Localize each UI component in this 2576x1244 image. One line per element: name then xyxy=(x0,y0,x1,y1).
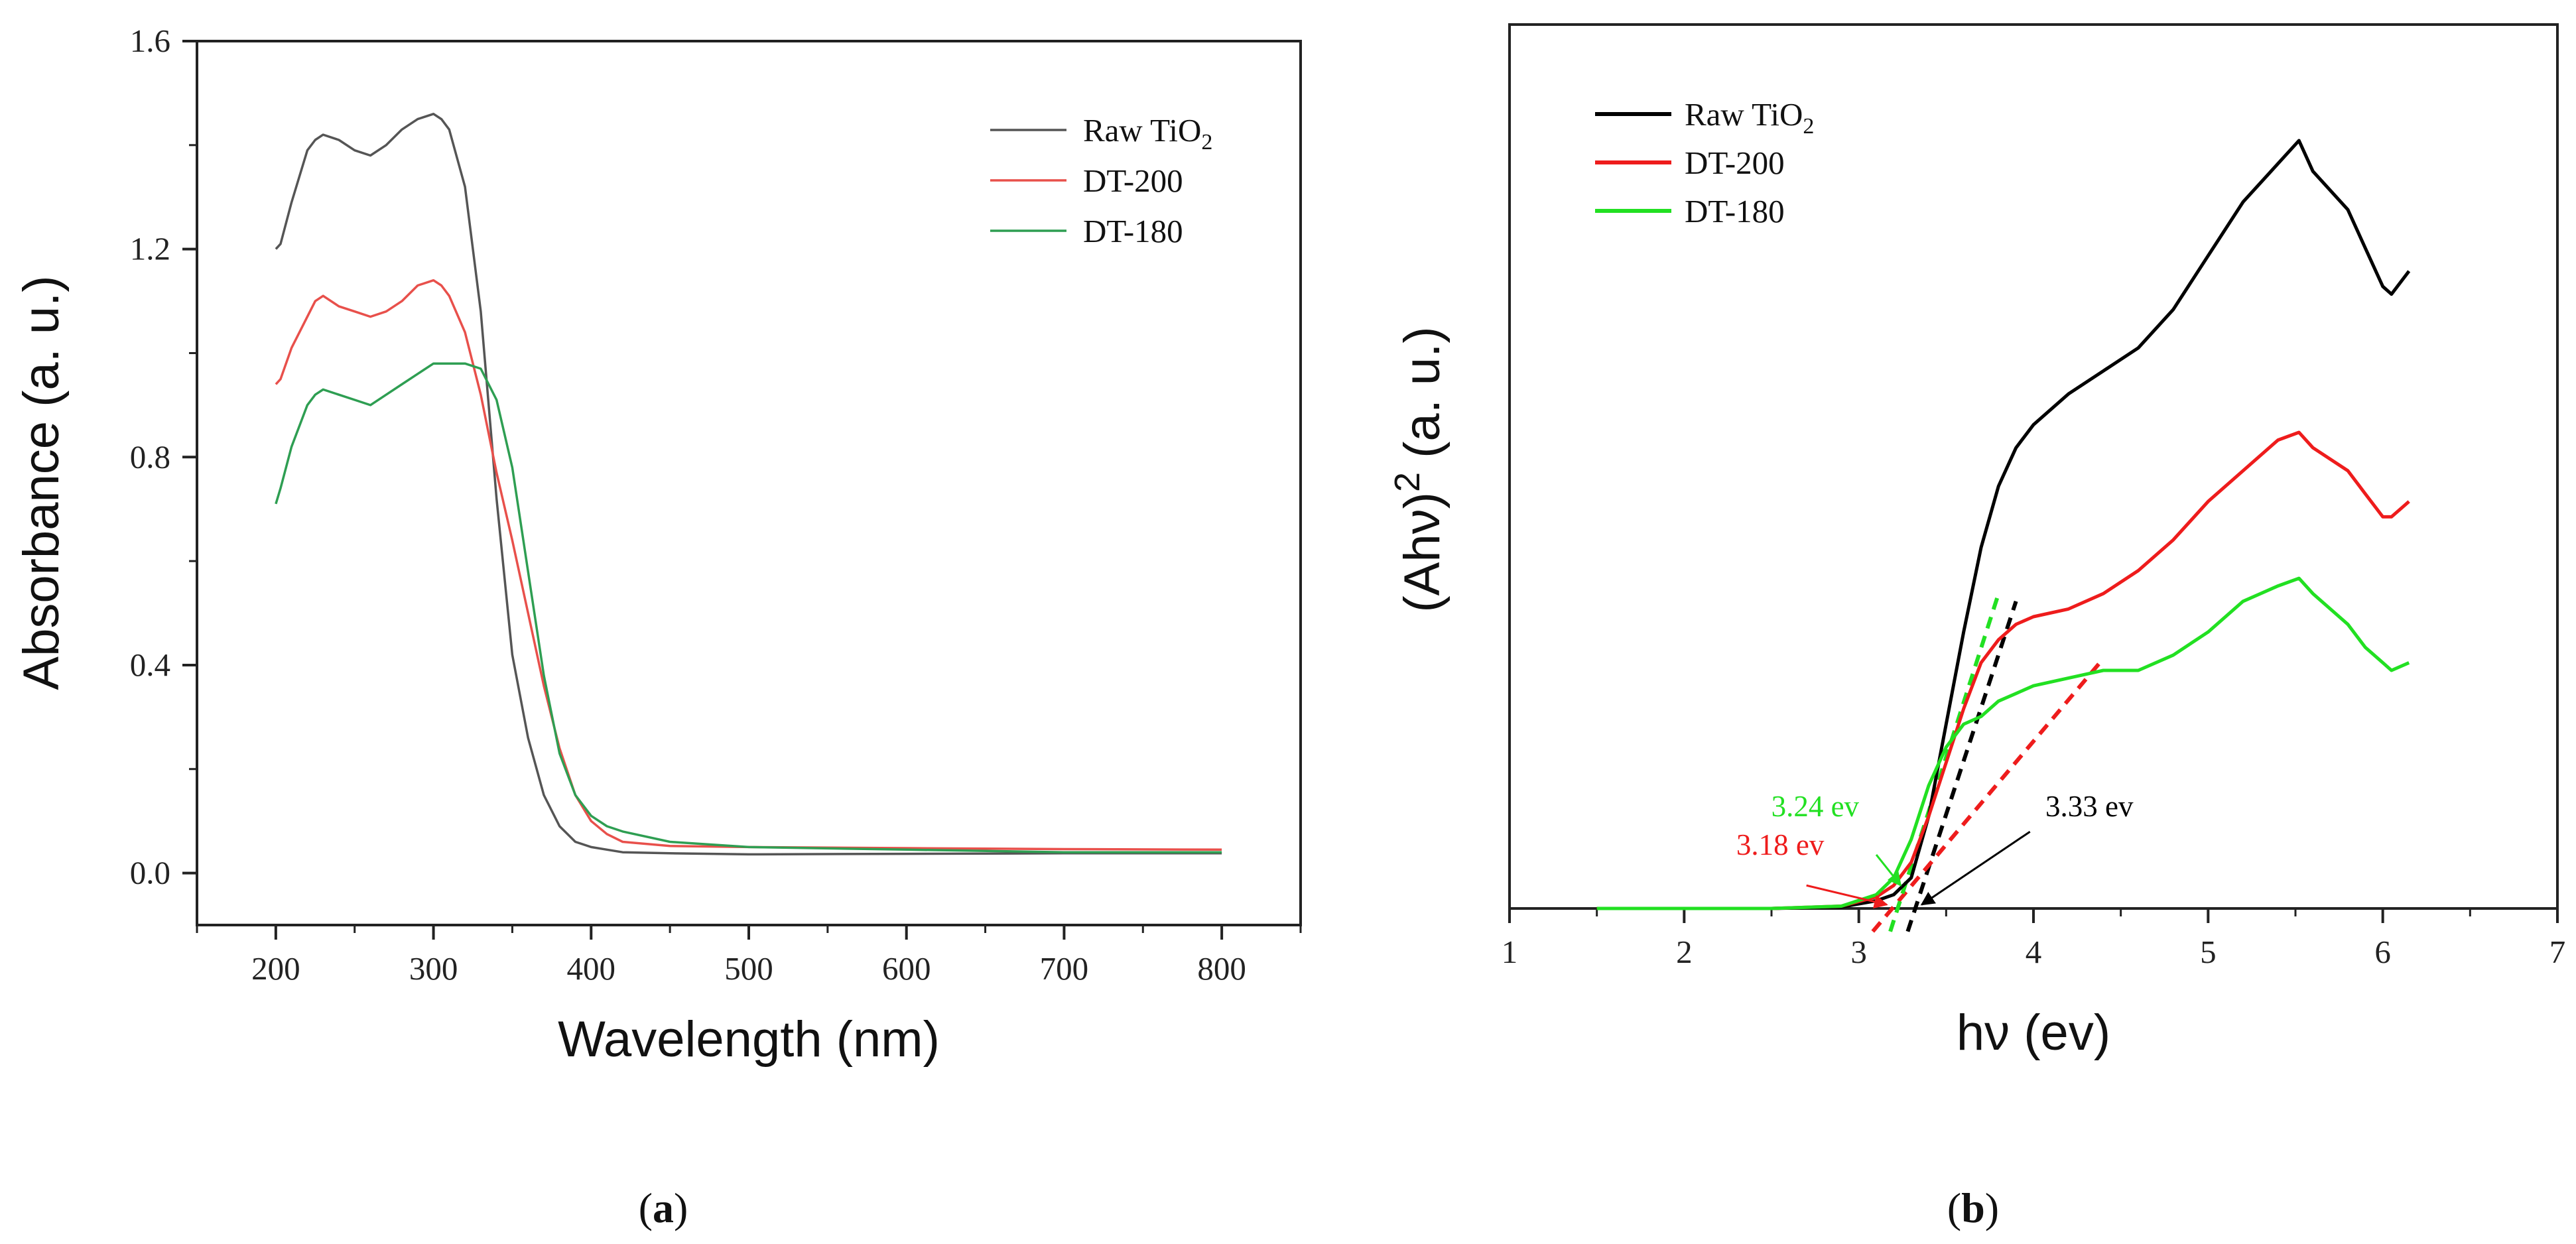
legend-entry: DT-180 xyxy=(1685,193,1785,229)
x-tick-label: 700 xyxy=(1040,950,1089,987)
series-line-dt-180 xyxy=(275,362,1222,853)
x-tick-label: 200 xyxy=(251,950,300,987)
panel-b-series xyxy=(1596,139,2411,910)
legend-label-main: DT-180 xyxy=(1083,213,1183,249)
panel-b-y-axis-label-main: (Ahν) xyxy=(1394,492,1450,613)
series-line-dt-180 xyxy=(1596,576,2410,910)
legend-label-subscript: 2 xyxy=(1803,114,1814,139)
legend-entry: DT-180 xyxy=(1083,213,1183,249)
x-tick-label: 400 xyxy=(567,950,616,987)
y-tick-label: 1.6 xyxy=(130,23,170,59)
legend-label-subscript: 2 xyxy=(1201,130,1212,155)
panel-b-y-axis-label: (Ahν)2 (a. u.) xyxy=(1387,326,1450,612)
panel-a-y-axis-label: Absorbance (a. u.) xyxy=(13,275,70,690)
legend-label-main: DT-200 xyxy=(1083,162,1183,199)
x-tick-label: 1 xyxy=(1502,934,1518,970)
legend-entry: Raw TiO2 xyxy=(1685,96,1814,139)
x-tick-label: 6 xyxy=(2374,934,2391,970)
legend-entry: DT-200 xyxy=(1083,162,1183,199)
y-tick-label: 0.0 xyxy=(130,855,170,891)
annotation-arrow xyxy=(1920,830,2031,906)
panel-b-ticks: 1 2 3 4 5 6 7 xyxy=(1502,908,2566,970)
x-tick-label: 7 xyxy=(2549,934,2566,970)
legend-label-main: Raw TiO xyxy=(1083,112,1201,149)
x-tick-label: 600 xyxy=(882,950,931,987)
panel-a-series xyxy=(275,113,1222,856)
panel-b-legend: Raw TiO2 DT-200 DT-180 xyxy=(1595,96,1814,229)
legend-entry: DT-200 xyxy=(1685,145,1785,181)
legend-label-main: Raw TiO xyxy=(1685,96,1803,133)
x-tick-label: 500 xyxy=(724,950,773,987)
annotation-arrow xyxy=(1806,884,1888,909)
panel-b-x-axis-label: hν (ev) xyxy=(1957,1005,2110,1061)
series-line-dt-200 xyxy=(275,279,1222,851)
panel-b-y-axis-label-rest: (a. u.) xyxy=(1394,326,1450,472)
series-line-dt-200 xyxy=(1596,430,2410,910)
legend-entry: Raw TiO2 xyxy=(1083,112,1212,155)
series-line-raw-tio xyxy=(1596,139,2411,910)
panel-b-caption-letter: b xyxy=(1961,1184,1985,1231)
x-tick-label: 4 xyxy=(2026,934,2042,970)
x-tick-label: 2 xyxy=(1676,934,1693,970)
tangent-line xyxy=(1905,600,2018,932)
panel-a-caption: (a) xyxy=(639,1184,688,1231)
annotation-label: 3.18 ev xyxy=(1736,828,1825,861)
x-tick-label: 5 xyxy=(2200,934,2217,970)
panel-b-caption: (b) xyxy=(1947,1184,1999,1231)
annotation-arrow xyxy=(1875,854,1902,887)
x-tick-label: 800 xyxy=(1197,950,1246,987)
panel-a-chart: 200 300 400 500 600 700 800 0.0 0.4 0.8 1.2 1.6 Raw… xyxy=(13,23,1302,1231)
x-tick-label: 3 xyxy=(1850,934,1867,970)
y-tick-label: 1.2 xyxy=(130,231,170,267)
series-line-raw-tio xyxy=(275,113,1222,856)
panel-a-legend: Raw TiO2 DT-200 DT-180 xyxy=(990,112,1212,249)
legend-label-main: DT-180 xyxy=(1685,193,1785,229)
panel-a-ticks: 200 300 400 500 600 700 800 0.0 0.4 0.8 1.2 1.6 xyxy=(130,23,1302,987)
panel-a-x-axis-label: Wavelength (nm) xyxy=(558,1011,940,1068)
panel-b-plot-frame xyxy=(1508,23,2559,910)
annotation-label: 3.24 ev xyxy=(1771,790,1860,823)
x-tick-label: 300 xyxy=(409,950,458,987)
legend-label-main: DT-200 xyxy=(1685,145,1785,181)
annotation-label: 3.33 ev xyxy=(2045,790,2134,823)
y-tick-label: 0.4 xyxy=(130,647,170,683)
panel-a-caption-letter: a xyxy=(653,1184,674,1231)
y-tick-label: 0.8 xyxy=(130,438,170,475)
panel-b-y-axis-label-sup: 2 xyxy=(1387,472,1427,492)
panel-b-tangent-lines xyxy=(1871,593,2102,933)
panel-b-annotations: 3.18 ev 3.24 ev 3.33 ev xyxy=(1736,790,2134,909)
